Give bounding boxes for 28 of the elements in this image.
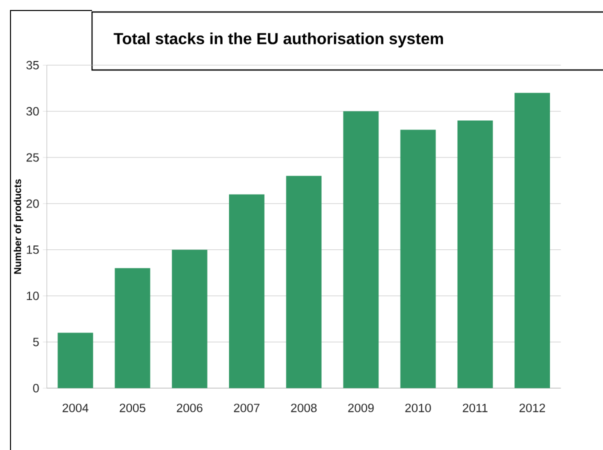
bar (400, 130, 436, 388)
bar (58, 332, 94, 388)
x-tick-label: 2004 (62, 404, 88, 412)
y-tick-label: 15 (26, 246, 39, 254)
y-tick-label: 0 (33, 384, 39, 392)
x-tick-label: 2005 (120, 404, 146, 412)
x-tick-label: 2009 (348, 404, 374, 412)
y-tick-label: 5 (33, 338, 39, 346)
y-tick-label: 35 (26, 60, 39, 70)
y-axis-title: Number of products (14, 179, 24, 274)
y-tick-label: 10 (26, 292, 39, 300)
bar (343, 111, 379, 388)
y-tick-label: 30 (26, 107, 39, 116)
x-tick-label: 2011 (462, 404, 488, 412)
bar (172, 250, 208, 388)
bar (114, 268, 150, 388)
chart-title: Total stacks in the EU authorisation system (114, 32, 443, 48)
x-tick-label: 2007 (234, 404, 260, 412)
bar (229, 194, 264, 388)
y-tick-label: 25 (26, 153, 39, 162)
bar (514, 92, 550, 388)
bar (286, 176, 322, 388)
x-tick-label: 2012 (520, 404, 546, 412)
bar (457, 120, 493, 388)
y-tick-label: 20 (26, 199, 39, 208)
x-tick-label: 2010 (405, 404, 431, 412)
x-tick-label: 2008 (291, 404, 317, 412)
x-tick-label: 2006 (176, 404, 202, 412)
